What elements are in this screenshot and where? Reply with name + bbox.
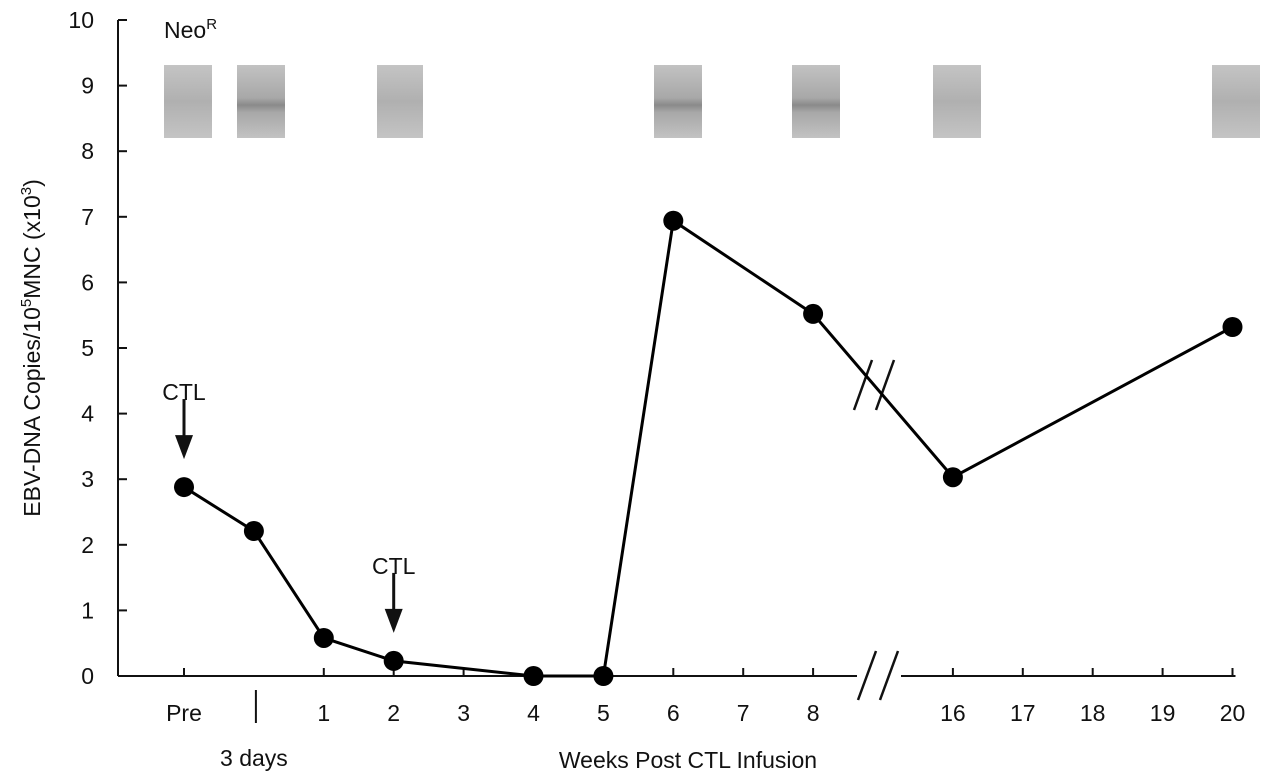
y-label-sup: 5 (18, 299, 35, 307)
annotation-arrowhead (175, 435, 193, 459)
data-point (244, 521, 264, 541)
x-tick-label: Pre (166, 700, 202, 726)
data-point (524, 666, 544, 686)
y-label-text: EBV-DNA Copies/10 (19, 307, 45, 517)
y-tick-label: 8 (81, 138, 94, 164)
y-tick-label: 4 (81, 401, 94, 427)
gel-band (237, 65, 285, 138)
chart-title: NeoR (164, 16, 217, 43)
x-tick-label: 20 (1220, 700, 1246, 726)
axis-break (858, 651, 876, 700)
y-tick-label: 3 (81, 466, 94, 492)
gel-band (792, 65, 840, 138)
y-tick-label: 10 (68, 7, 94, 33)
x-tick-label: 18 (1080, 700, 1106, 726)
y-label-text: MNC (x10 (19, 195, 45, 299)
y-label-text: ) (19, 179, 45, 187)
y-tick-label: 9 (81, 73, 94, 99)
break-marks (854, 360, 898, 700)
x-tick-label: 2 (387, 700, 400, 726)
y-tick-label: 5 (81, 335, 94, 361)
gel-band (654, 65, 702, 138)
line-break (854, 360, 872, 410)
x-tick-label: 4 (527, 700, 540, 726)
data-point (593, 666, 613, 686)
x-tick-label: 5 (597, 700, 610, 726)
y-tick-label: 2 (81, 532, 94, 558)
title-sup: R (206, 16, 217, 33)
data-point (314, 628, 334, 648)
x-tick-label: 3 days (220, 745, 288, 771)
gel-band (1212, 65, 1260, 138)
data-point (803, 304, 823, 324)
y-axis-label: EBV-DNA Copies/105MNC (x103) (18, 179, 45, 517)
x-tick-label: 8 (807, 700, 820, 726)
data-point (174, 477, 194, 497)
y-tick-label: 6 (81, 269, 94, 295)
data-point (663, 211, 683, 231)
gel-band (377, 65, 423, 138)
title-text: Neo (164, 17, 206, 43)
chart: NeoR EBV-DNA Copies/105MNC (x103) Weeks … (0, 0, 1268, 779)
y-label-sup: 3 (18, 187, 35, 195)
axis-break (880, 651, 898, 700)
x-tick-label: 6 (667, 700, 680, 726)
annotation-arrowhead (385, 609, 403, 633)
y-tick-label: 7 (81, 204, 94, 230)
y-tick-label: 1 (81, 597, 94, 623)
x-tick-label: 1 (317, 700, 330, 726)
data-point (1223, 317, 1243, 337)
x-tick-label: 19 (1150, 700, 1176, 726)
x-tick-label: 17 (1010, 700, 1036, 726)
data-point (384, 651, 404, 671)
line-break (876, 360, 894, 410)
data-line (184, 221, 1233, 676)
data-point (943, 467, 963, 487)
x-axis-label: Weeks Post CTL Infusion (559, 747, 817, 773)
y-tick-label: 0 (81, 663, 94, 689)
x-tick-label: 16 (940, 700, 966, 726)
gel-bands (164, 65, 1260, 138)
gel-band (164, 65, 212, 138)
x-tick-label: 7 (737, 700, 750, 726)
x-tick-label: 3 (457, 700, 470, 726)
gel-band (933, 65, 981, 138)
